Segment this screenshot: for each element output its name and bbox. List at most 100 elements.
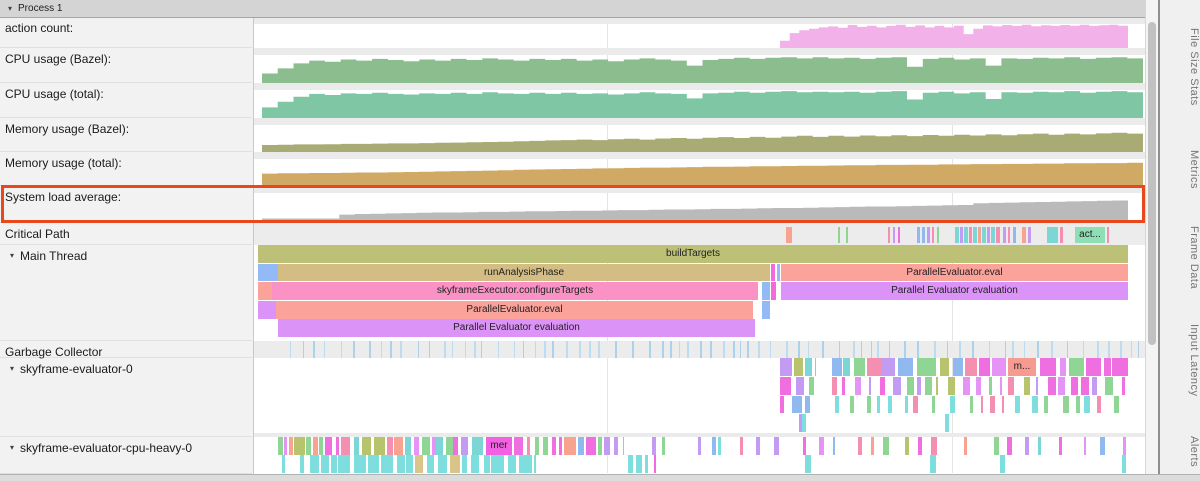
trace-slice[interactable]: [542, 437, 548, 455]
counter-chart-cpu_bazel[interactable]: [253, 55, 1145, 83]
trace-slice[interactable]: [1114, 395, 1120, 414]
trace-slice[interactable]: [762, 300, 770, 319]
trace-slice[interactable]: [406, 455, 413, 473]
trace-slice[interactable]: [288, 437, 294, 455]
trace-slice[interactable]: [1085, 358, 1101, 376]
trace-slice[interactable]: [870, 437, 875, 455]
trace-slice[interactable]: [904, 395, 908, 414]
trace-slice[interactable]: [1032, 395, 1038, 414]
trace-slice[interactable]: [999, 376, 1002, 395]
trace-slice[interactable]: [925, 376, 933, 395]
sidebar-tab-frame-data[interactable]: Frame Data: [1188, 226, 1200, 290]
trace-slice[interactable]: [373, 437, 385, 455]
trace-slice[interactable]: [585, 437, 597, 455]
trace-slice[interactable]: [769, 341, 772, 358]
trace-slice[interactable]: [780, 395, 785, 414]
trace-slice[interactable]: [278, 437, 283, 455]
trace-slice[interactable]: [598, 341, 600, 358]
trace-slice[interactable]: [404, 437, 412, 455]
trace-slice[interactable]: [934, 341, 937, 358]
trace-slice[interactable]: [912, 395, 919, 414]
trace-slice[interactable]: [916, 358, 936, 376]
trace-slice[interactable]: [1012, 341, 1014, 358]
trace-slice[interactable]: [780, 358, 793, 376]
trace-slice[interactable]: [930, 455, 936, 473]
trace-slice[interactable]: [733, 341, 735, 358]
trace-slice[interactable]: [303, 341, 305, 358]
trace-slice[interactable]: [566, 341, 569, 358]
trace-slice[interactable]: [798, 341, 800, 358]
trace-slice[interactable]: [534, 341, 536, 358]
trace-slice[interactable]: [428, 341, 431, 358]
trace-slice[interactable]: [917, 437, 923, 455]
trace-slice[interactable]: [849, 395, 855, 414]
trace-slice[interactable]: [774, 437, 780, 455]
trace-slice[interactable]: [1022, 226, 1026, 243]
trace-slice[interactable]: [544, 341, 547, 358]
trace-slice[interactable]: [649, 341, 651, 358]
trace-slice[interactable]: [340, 341, 343, 358]
trace-slice[interactable]: [917, 226, 920, 243]
trace-slice[interactable]: [880, 376, 886, 395]
trace-slice[interactable]: [444, 341, 446, 358]
trace-slice[interactable]: [305, 437, 312, 455]
counter-chart-mem_bazel[interactable]: [253, 125, 1145, 152]
trace-slice[interactable]: [390, 341, 392, 358]
trace-slice[interactable]: [832, 437, 835, 455]
trace-slice[interactable]: [993, 437, 1000, 455]
trace-slice[interactable]: [949, 395, 955, 414]
trace-slice[interactable]: [877, 395, 881, 414]
trace-slice[interactable]: [293, 437, 305, 455]
trace-slice[interactable]: [318, 437, 323, 455]
trace-slice[interactable]: act...: [1075, 226, 1105, 243]
trace-slice[interactable]: [397, 455, 405, 473]
trace-slice[interactable]: [771, 263, 775, 282]
counter-chart-mem_total[interactable]: [253, 159, 1145, 186]
trace-slice[interactable]: [1024, 376, 1030, 395]
trace-slice[interactable]: [722, 341, 725, 358]
trace-slice[interactable]: [1000, 455, 1005, 473]
trace-slice[interactable]: [973, 226, 977, 243]
trace-slice[interactable]: [460, 437, 469, 455]
trace-slice[interactable]: [473, 341, 476, 358]
vertical-scrollbar-thumb[interactable]: [1148, 22, 1156, 345]
trace-slice[interactable]: [522, 341, 525, 358]
collapse-arrow-icon[interactable]: ▾: [10, 364, 15, 373]
trace-slice[interactable]: [805, 358, 812, 376]
trace-slice[interactable]: [809, 376, 814, 395]
trace-slice[interactable]: [1028, 226, 1031, 243]
trace-slice[interactable]: [1013, 226, 1016, 243]
trace-slice[interactable]: [623, 437, 624, 455]
trace-slice[interactable]: [960, 226, 963, 243]
trace-slice[interactable]: [882, 437, 889, 455]
trace-slice[interactable]: Parallel Evaluator evaluation: [278, 319, 755, 338]
trace-slice[interactable]: [1130, 341, 1132, 358]
trace-slice[interactable]: [807, 341, 809, 358]
trace-slice[interactable]: [747, 341, 750, 358]
trace-slice[interactable]: [290, 341, 292, 358]
trace-slice[interactable]: [636, 455, 642, 473]
trace-slice[interactable]: runAnalysisPhase: [278, 263, 770, 282]
trace-slice[interactable]: [988, 341, 990, 358]
trace-slice[interactable]: [1058, 437, 1062, 455]
trace-slice[interactable]: [841, 376, 846, 395]
counter-chart-sysload[interactable]: [253, 193, 1145, 223]
trace-slice[interactable]: [513, 341, 515, 358]
trace-slice[interactable]: [323, 341, 326, 358]
trace-slice[interactable]: [1097, 341, 1100, 358]
trace-slice[interactable]: [785, 341, 788, 358]
trace-slice[interactable]: [368, 341, 371, 358]
trace-slice[interactable]: skyframeExecutor.configureTargets: [272, 282, 758, 300]
trace-slice[interactable]: [1120, 341, 1122, 358]
trace-slice[interactable]: [386, 437, 394, 455]
trace-slice[interactable]: [1059, 358, 1067, 376]
trace-slice[interactable]: [1071, 376, 1078, 395]
trace-slice[interactable]: m...: [1008, 358, 1036, 376]
trace-slice[interactable]: [964, 226, 968, 243]
trace-slice[interactable]: [777, 263, 780, 282]
trace-slice[interactable]: [804, 395, 810, 414]
trace-slice[interactable]: [698, 437, 701, 455]
trace-slice[interactable]: [527, 437, 531, 455]
trace-slice[interactable]: [964, 437, 967, 455]
trace-slice[interactable]: [712, 437, 716, 455]
